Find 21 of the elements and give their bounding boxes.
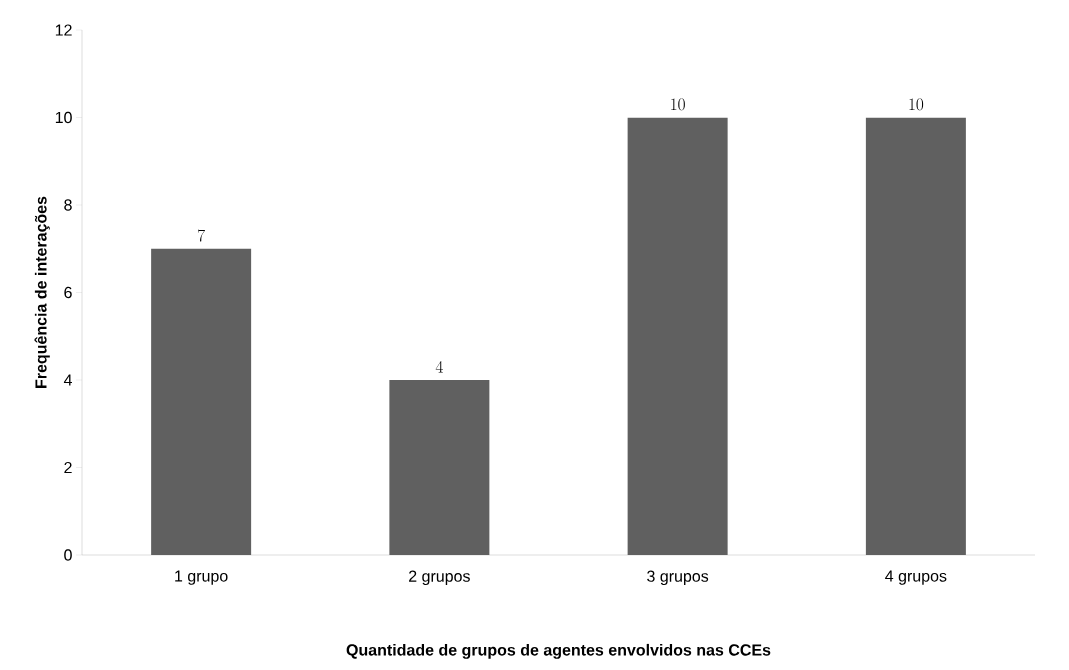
data-label: 10 — [671, 98, 685, 111]
bar — [389, 380, 490, 555]
x-tick-label: 3 grupos — [647, 570, 709, 586]
data-label: 7 — [197, 229, 205, 242]
y-tick-label: 6 — [64, 286, 72, 299]
x-tick-label: 4 grupos — [885, 570, 947, 585]
y-tick-label: 10 — [55, 111, 72, 124]
x-tick-label: 1 grupo — [175, 570, 228, 585]
y-tick-label: 2 — [64, 461, 72, 474]
bar — [865, 117, 966, 555]
bar — [627, 117, 728, 555]
y-tick-label: 12 — [55, 24, 72, 36]
y-tick-label: 0 — [64, 549, 72, 561]
x-axis-title: Quantidade de grupos de agentes envolvidos nas CCEs — [346, 643, 771, 659]
y-tick-label: 8 — [64, 199, 72, 211]
y-axis-title: Frequência de interações — [34, 196, 50, 388]
data-label: 10 — [909, 98, 924, 111]
x-tick-label: 2 grupos — [409, 570, 470, 586]
y-tick-label: 4 — [63, 374, 72, 386]
bar — [151, 248, 252, 555]
data-label: 4 — [435, 360, 443, 373]
